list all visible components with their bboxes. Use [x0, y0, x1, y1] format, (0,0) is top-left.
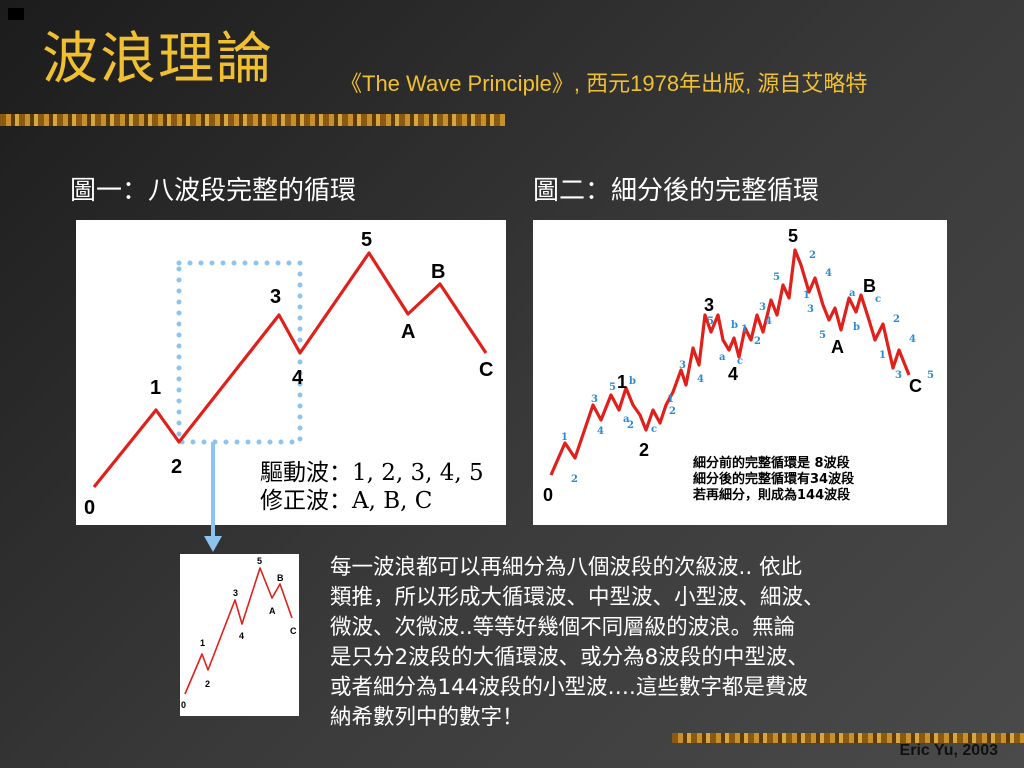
- note-line-3: 若再細分，則成為144波段: [693, 488, 851, 503]
- thumb-label-3: 3: [233, 588, 238, 598]
- svg-text:a: a: [849, 288, 856, 299]
- decorative-bar-bottom: [672, 733, 1024, 743]
- thumbnail-panel: 0 1 2 3 4 5 A B C: [180, 554, 299, 716]
- thumb-label-4: 4: [239, 631, 244, 641]
- thumbnail-chart: 0 1 2 3 4 5 A B C: [181, 556, 297, 710]
- down-arrow: [204, 442, 222, 552]
- paragraph-line-6: 納希數列中的數字！: [330, 705, 524, 730]
- legend-impulse: 驅動波：1, 2, 3, 4, 5: [260, 460, 484, 486]
- corner-mark: [8, 8, 24, 20]
- main-label-1: 1: [617, 372, 627, 392]
- svg-text:1: 1: [879, 350, 886, 361]
- svg-text:4: 4: [697, 374, 704, 385]
- svg-text:1: 1: [561, 432, 568, 443]
- figure2-chart: 0 1 2 3 4 5 A B C 1 2 3 4 5 a b c 2 1 2 …: [543, 226, 934, 505]
- main-label-c: C: [909, 376, 922, 396]
- wave-label-b: B: [431, 261, 445, 283]
- figure2-label: 圖二：細分後的完整循環: [533, 176, 820, 206]
- svg-text:b: b: [629, 376, 636, 387]
- note-line-2: 細分後的完整循環有34波段: [693, 472, 855, 487]
- decorative-bar-top: [0, 114, 505, 126]
- main-label-5: 5: [788, 226, 798, 246]
- paragraph-line-4: 是只分2波段的大循環波、或分為8波段的中型波、: [330, 645, 809, 670]
- wave-label-4: 4: [292, 367, 304, 389]
- svg-text:4: 4: [765, 316, 772, 327]
- thumb-label-c: C: [290, 626, 297, 636]
- figure1-panel: 0 1 2 3 4 5 A B C 驅動波：1, 2, 3, 4, 5 修正波：…: [76, 220, 506, 525]
- main-label-b: B: [863, 276, 876, 296]
- svg-text:c: c: [737, 356, 743, 367]
- note-line-1: 細分前的完整循環是 8波段: [693, 456, 850, 471]
- wave-label-5: 5: [361, 229, 372, 251]
- wave-label-3: 3: [270, 286, 281, 308]
- thumb-label-1: 1: [200, 638, 205, 648]
- svg-text:4: 4: [597, 426, 604, 437]
- thumb-label-a: A: [269, 606, 276, 616]
- svg-text:3: 3: [807, 304, 814, 315]
- main-label-a: A: [831, 337, 844, 357]
- paragraph-line-3: 微波、次微波..等等好幾個不同層級的波浪。無論: [330, 615, 796, 640]
- thumb-label-2: 2: [205, 679, 210, 689]
- legend-corrective: 修正波：A, B, C: [260, 488, 433, 514]
- svg-text:2: 2: [809, 250, 816, 261]
- paragraph-line-2: 類推，所以形成大循環波、中型波、小型波、細波、: [330, 585, 825, 610]
- svg-text:5: 5: [609, 382, 616, 393]
- svg-text:b: b: [853, 322, 860, 333]
- figure1-chart: 0 1 2 3 4 5 A B C: [84, 229, 493, 519]
- svg-text:a: a: [719, 352, 726, 363]
- svg-text:a: a: [623, 414, 630, 425]
- svg-text:c: c: [875, 294, 881, 305]
- svg-text:2: 2: [669, 406, 676, 417]
- svg-text:4: 4: [909, 334, 916, 345]
- svg-text:3: 3: [759, 302, 766, 313]
- svg-text:b: b: [731, 320, 738, 331]
- main-label-4: 4: [728, 364, 738, 384]
- thumb-label-0: 0: [181, 700, 186, 710]
- thumb-label-b: B: [277, 573, 284, 583]
- explanation-paragraph: 每一波浪都可以再細分為八個波段的次級波.. 依此 類推，所以形成大循環波、中型波…: [330, 553, 970, 733]
- wave-label-1: 1: [150, 377, 161, 399]
- svg-text:1: 1: [667, 394, 674, 405]
- figure2-panel: 0 1 2 3 4 5 A B C 1 2 3 4 5 a b c 2 1 2 …: [533, 220, 947, 525]
- main-label-0: 0: [543, 485, 553, 505]
- svg-text:4: 4: [825, 268, 832, 279]
- svg-text:5: 5: [927, 370, 934, 381]
- wave-label-0: 0: [84, 497, 95, 519]
- paragraph-line-5: 或者細分為144波段的小型波….這些數字都是費波: [330, 675, 808, 700]
- figure1-label: 圖一：八波段完整的循環: [70, 176, 357, 206]
- main-label-3: 3: [704, 295, 714, 315]
- svg-text:5: 5: [707, 316, 714, 327]
- svg-text:2: 2: [571, 474, 578, 485]
- svg-text:c: c: [651, 424, 657, 435]
- thumb-label-5: 5: [257, 556, 262, 566]
- subdivided-wave-line: [549, 248, 911, 476]
- svg-text:3: 3: [591, 394, 598, 405]
- wave-label-a: A: [401, 321, 415, 343]
- highlight-box: [176, 260, 303, 445]
- author-credit: Eric Yu, 2003: [899, 742, 998, 759]
- svg-text:5: 5: [773, 272, 780, 283]
- slide-subtitle: 《The Wave Principle》, 西元1978年出版, 源自艾略特: [340, 71, 868, 96]
- svg-text:2: 2: [893, 314, 900, 325]
- svg-text:1: 1: [803, 290, 810, 301]
- main-label-2: 2: [639, 440, 649, 460]
- svg-text:1: 1: [741, 324, 748, 335]
- svg-text:2: 2: [754, 336, 761, 347]
- slide-title: 波浪理論: [42, 27, 274, 92]
- svg-text:3: 3: [895, 370, 902, 381]
- svg-text:2: 2: [627, 420, 634, 431]
- svg-text:3: 3: [679, 360, 686, 371]
- paragraph-line-1: 每一波浪都可以再細分為八個波段的次級波.. 依此: [330, 555, 803, 580]
- wave-label-2: 2: [171, 456, 182, 478]
- sub-wave-labels: 1 2 3 4 5 a b c 2 1 2 3 4 5 b a c 1 2 3 …: [561, 250, 934, 485]
- svg-text:5: 5: [819, 330, 826, 341]
- wave-line: [92, 251, 488, 489]
- wave-label-c: C: [479, 359, 493, 381]
